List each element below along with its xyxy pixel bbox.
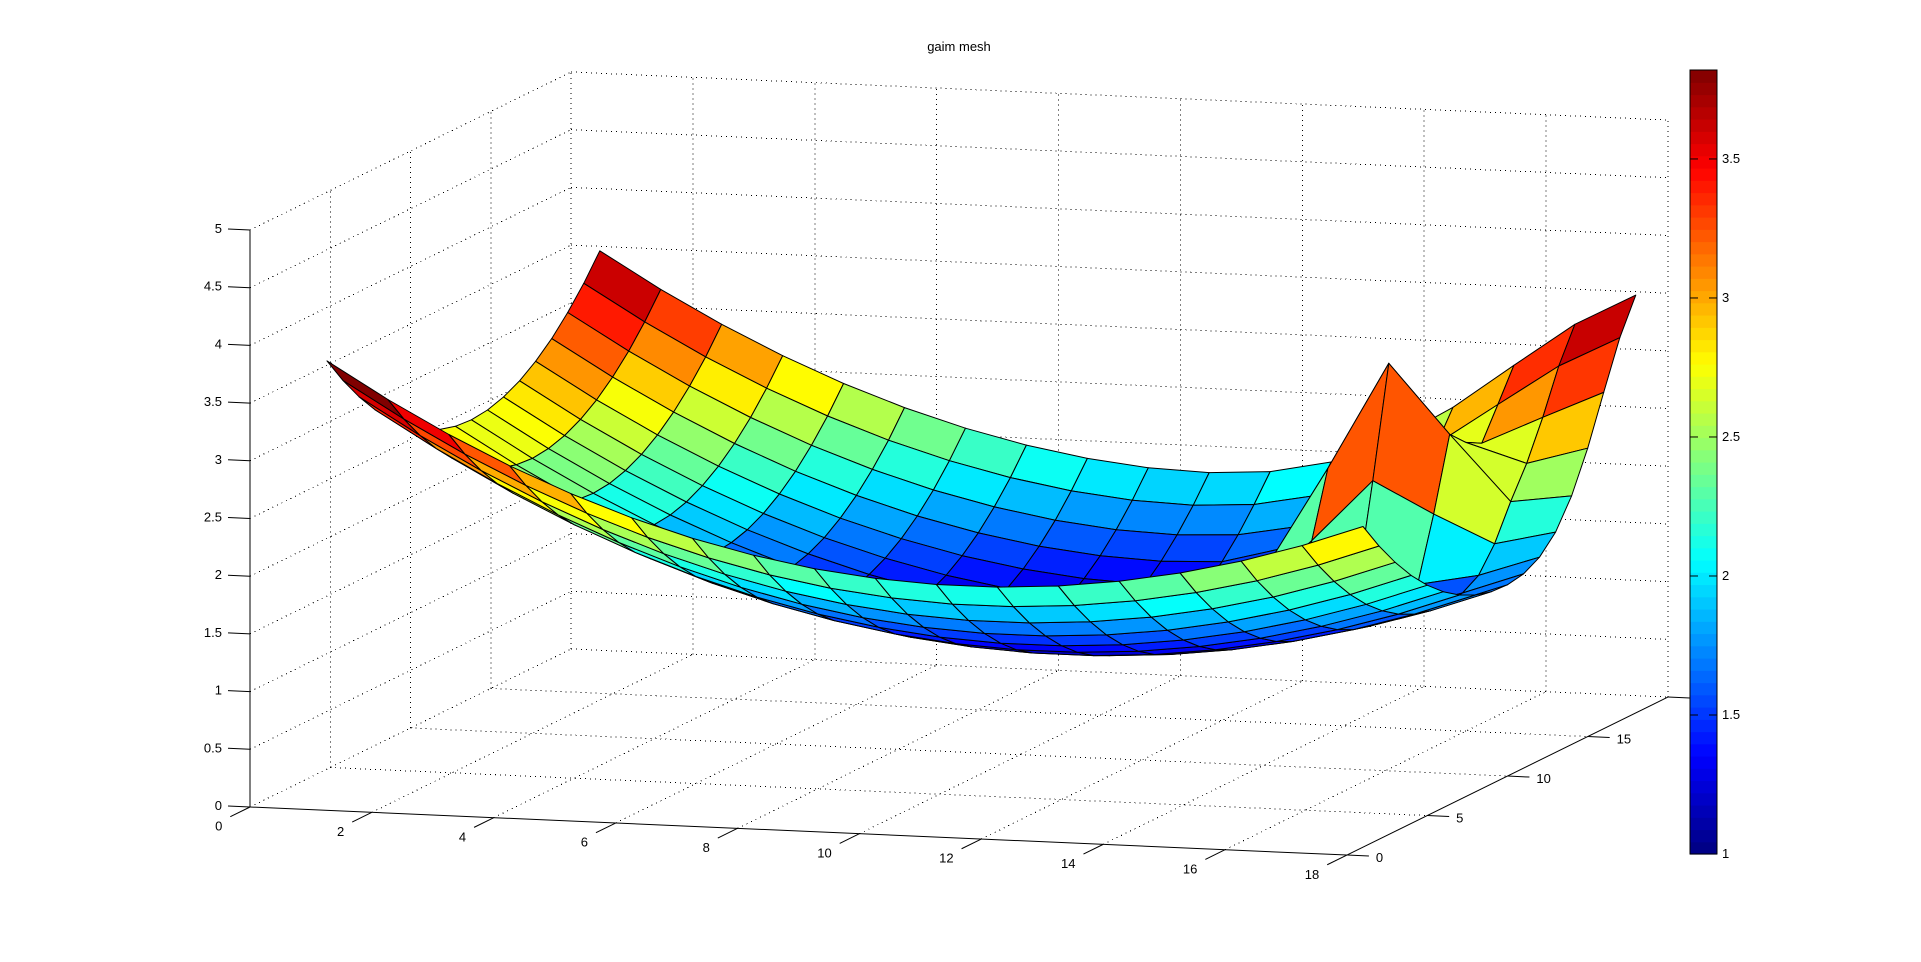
grid-lines <box>249 71 1669 851</box>
surface-mesh <box>326 250 1637 657</box>
svg-text:3: 3 <box>1722 290 1729 305</box>
svg-text:6: 6 <box>581 835 588 850</box>
colorbar: 1 1.5 2 2.5 3 3.5 <box>1689 69 1740 861</box>
svg-text:10: 10 <box>817 845 831 860</box>
svg-text:0: 0 <box>215 819 222 834</box>
svg-text:2.5: 2.5 <box>204 510 222 525</box>
svg-text:10: 10 <box>1536 771 1550 786</box>
svg-text:3.5: 3.5 <box>204 394 222 409</box>
svg-text:1: 1 <box>215 683 222 698</box>
svg-text:16: 16 <box>1183 861 1197 876</box>
svg-text:12: 12 <box>939 851 953 866</box>
plot-title: gaim mesh <box>927 39 991 54</box>
axis-lines <box>227 228 1690 866</box>
svg-text:0.5: 0.5 <box>204 740 222 755</box>
svg-text:0: 0 <box>215 798 222 813</box>
svg-text:1.5: 1.5 <box>1722 707 1740 722</box>
svg-text:3: 3 <box>215 452 222 467</box>
svg-text:4: 4 <box>215 336 222 351</box>
colorbar-ticks <box>1690 158 1717 855</box>
svg-text:5: 5 <box>215 221 222 236</box>
svg-text:5: 5 <box>1456 811 1463 826</box>
svg-text:3.5: 3.5 <box>1722 151 1740 166</box>
svg-text:4: 4 <box>459 829 466 844</box>
svg-text:0: 0 <box>1376 850 1383 865</box>
svg-text:14: 14 <box>1061 856 1075 871</box>
svg-text:1: 1 <box>1722 846 1729 861</box>
svg-text:2: 2 <box>337 824 344 839</box>
svg-text:1.5: 1.5 <box>204 625 222 640</box>
svg-text:4.5: 4.5 <box>204 279 222 294</box>
svg-text:2: 2 <box>215 567 222 582</box>
svg-text:15: 15 <box>1617 732 1631 747</box>
svg-text:2.5: 2.5 <box>1722 429 1740 444</box>
svg-text:2: 2 <box>1722 568 1729 583</box>
svg-text:8: 8 <box>703 840 710 855</box>
axis-tick-labels: 0 2 4 6 8 10 12 14 16 18 0 5 10 15 0 0.5 1 1.5 2 2.5 3 3.5 4 4.… <box>204 221 1631 882</box>
svg-text:18: 18 <box>1305 867 1319 882</box>
